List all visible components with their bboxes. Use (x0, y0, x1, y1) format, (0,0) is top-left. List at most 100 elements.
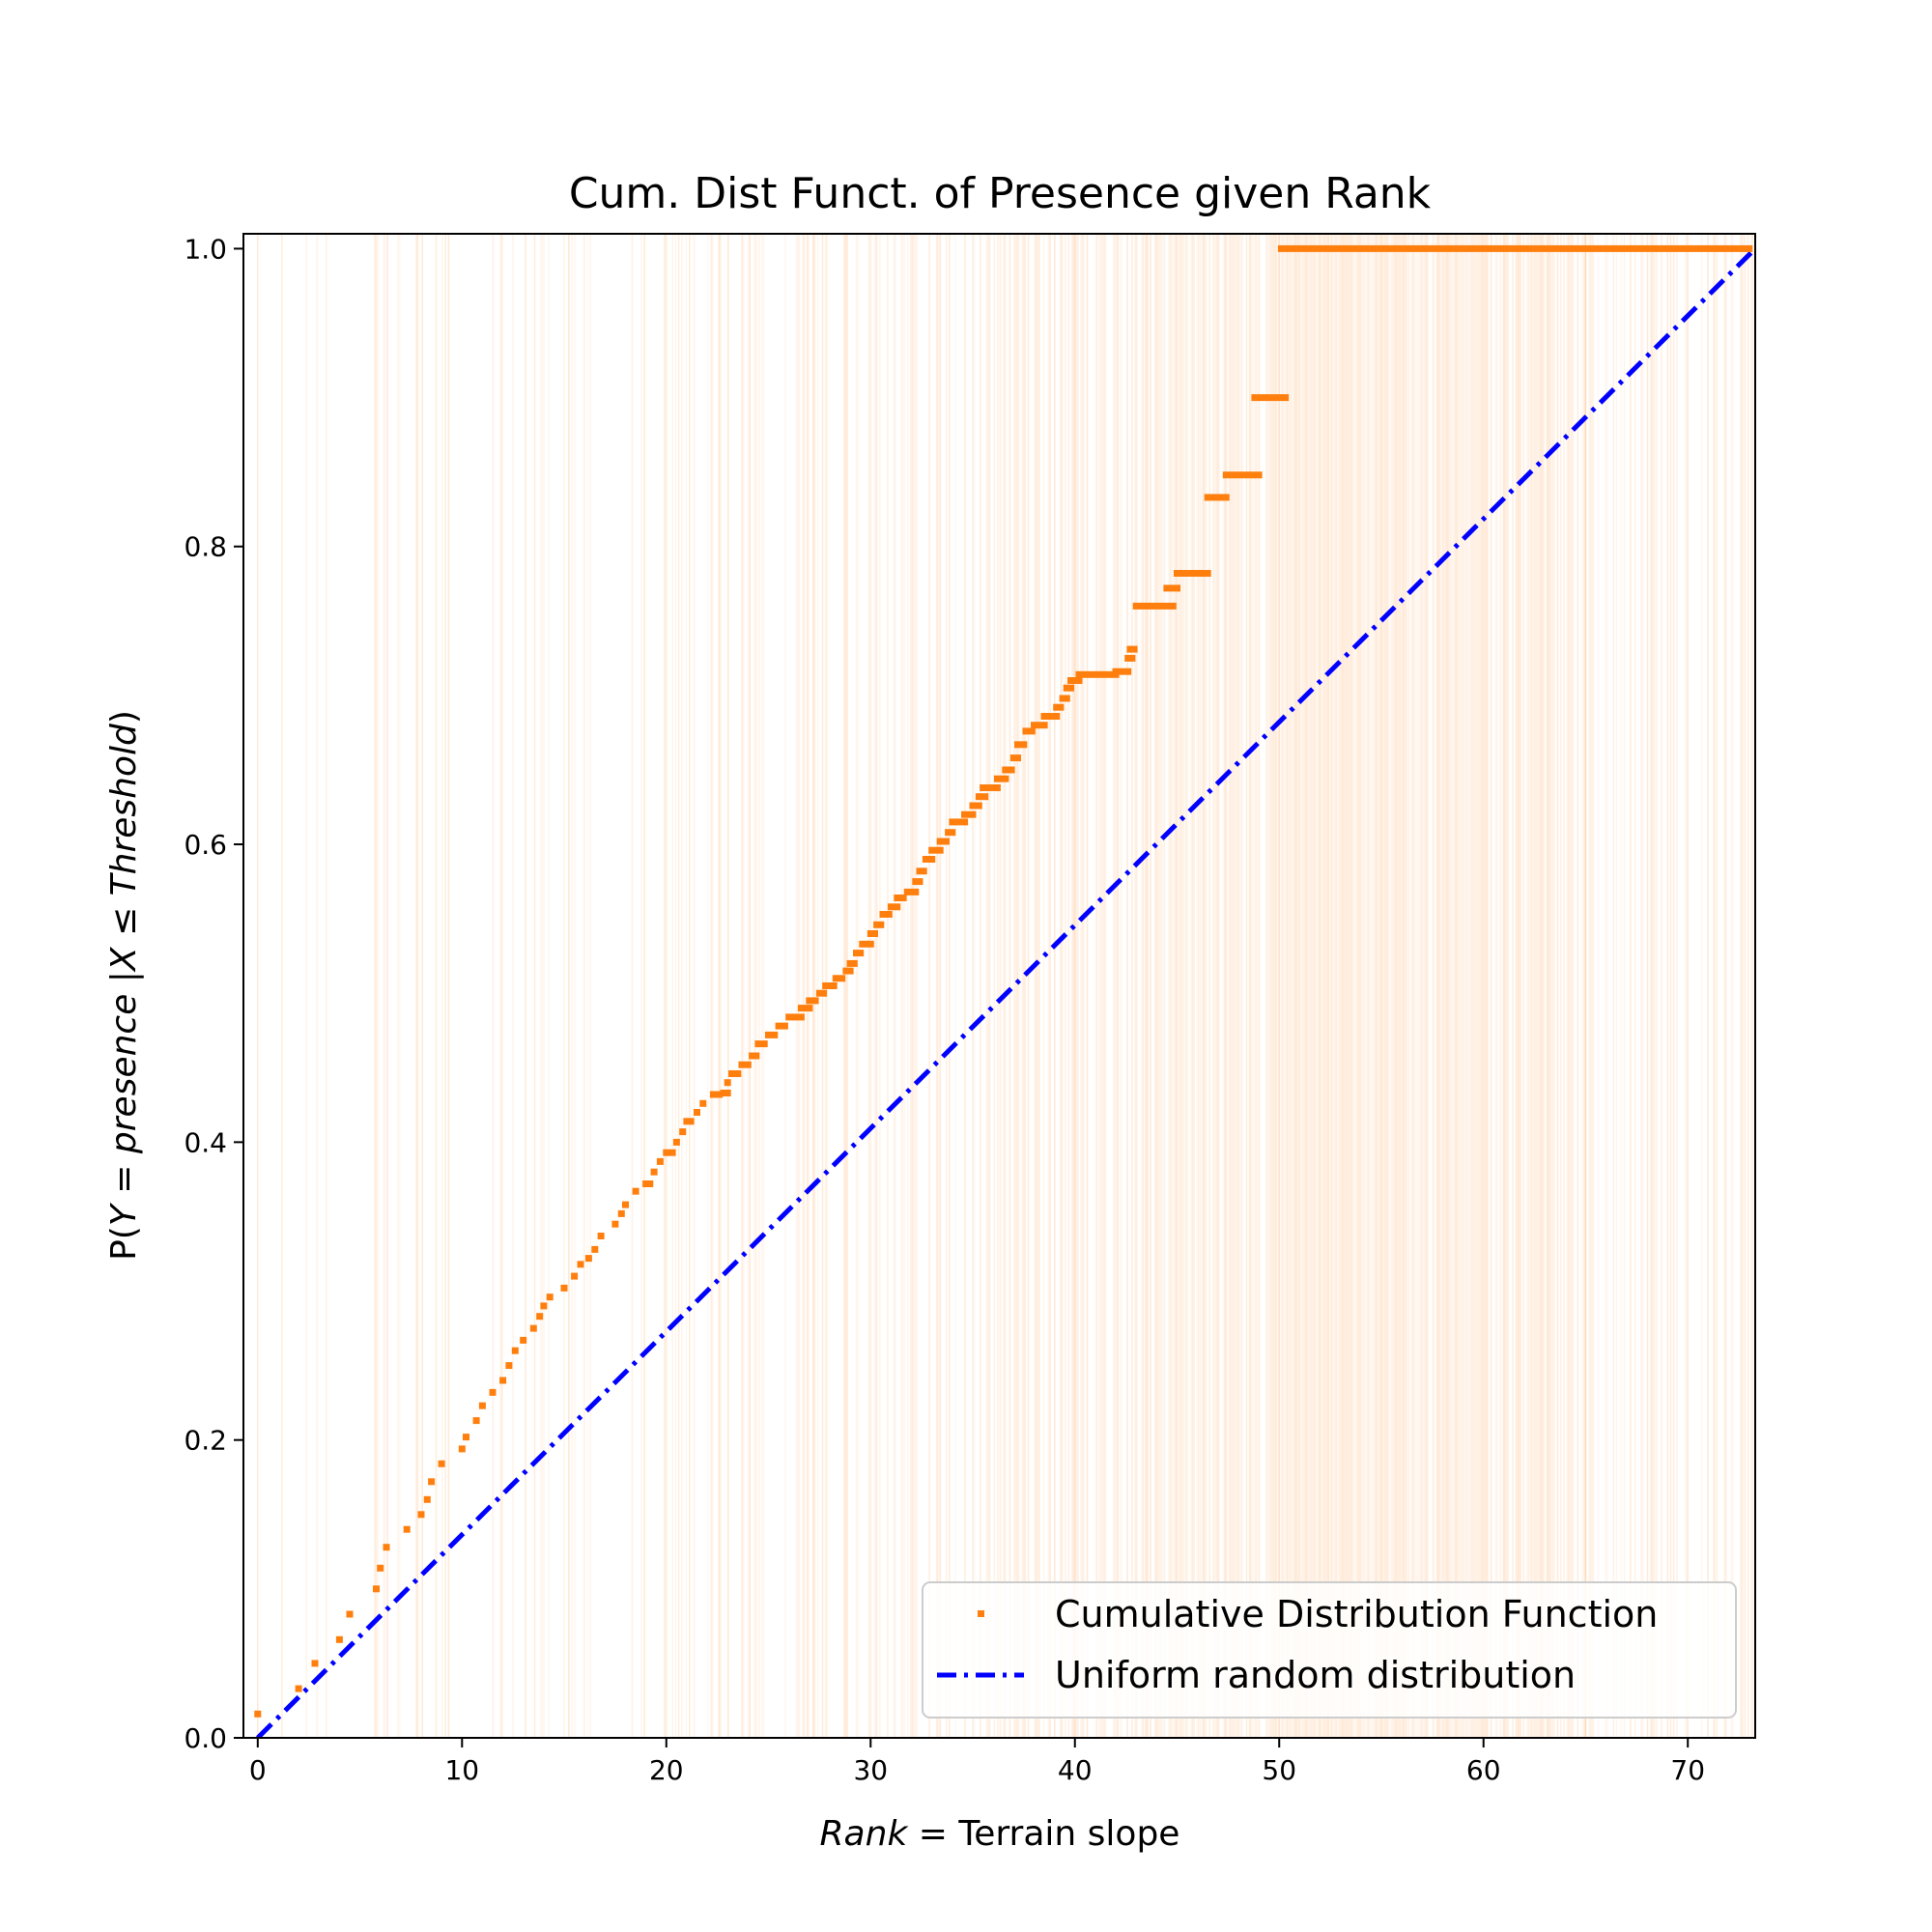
cdf-marker (463, 1434, 469, 1441)
cdf-marker (335, 1635, 343, 1643)
cdf-marker (873, 921, 885, 928)
cdf-marker (1251, 394, 1290, 402)
cdf-marker (887, 903, 901, 911)
cdf-marker (1174, 570, 1211, 577)
cdf-marker (511, 1347, 519, 1354)
cdf-marker (853, 950, 865, 957)
cdf-marker (650, 1168, 658, 1176)
y-axis-ticks: 0.0 0.2 0.4 0.6 0.8 1.0 (184, 233, 243, 1754)
cdf-marker (597, 1233, 605, 1239)
cdf-marker (458, 1445, 466, 1453)
cdf-marker (1009, 754, 1021, 762)
cdf-marker (975, 793, 989, 801)
cdf-marker (529, 1324, 537, 1332)
cdf-marker (912, 878, 923, 886)
x-tick-label: 0 (249, 1754, 267, 1786)
x-tick-label: 40 (1058, 1754, 1093, 1786)
cdf-marker (859, 940, 874, 948)
cdf-marker (295, 1685, 302, 1692)
cdf-marker (916, 867, 927, 875)
cdf-marker (694, 1109, 700, 1116)
cdf-marker (571, 1272, 579, 1280)
cdf-marker (980, 784, 1001, 791)
cdf-marker (546, 1293, 554, 1301)
x-tick-label: 30 (853, 1754, 888, 1786)
cdf-marker (642, 1180, 654, 1187)
x-tick-label: 70 (1670, 1754, 1705, 1786)
cdf-marker (842, 967, 854, 975)
cdf-marker (478, 1402, 486, 1409)
cdf-marker (656, 1157, 664, 1165)
cdf-marker (1002, 766, 1015, 774)
cdf-marker (617, 1209, 625, 1217)
cdf-marker (765, 1031, 779, 1038)
cdf-marker (1022, 727, 1036, 735)
legend-cdf-marker (978, 1610, 984, 1617)
cdf-marker (472, 1417, 480, 1425)
cdf-marker (489, 1388, 497, 1396)
y-tick-label: 1.0 (184, 233, 227, 265)
cdf-marker (377, 1564, 384, 1572)
cdf-marker (728, 1070, 742, 1077)
cdf-marker (1059, 695, 1070, 702)
cdf-markers (254, 244, 1753, 1718)
legend-box (922, 1581, 1737, 1719)
cdf-marker (806, 997, 819, 1005)
cdf-marker (679, 1128, 687, 1136)
cdf-marker (254, 1710, 262, 1718)
cdf-marker (505, 1362, 513, 1370)
cdf-marker (815, 989, 828, 997)
x-tick-label: 10 (444, 1754, 479, 1786)
legend-label-uniform: Uniform random distribution (1055, 1654, 1576, 1696)
cdf-marker (622, 1201, 629, 1208)
cdf-marker (832, 975, 846, 982)
cdf-marker (785, 1013, 805, 1021)
cdf-marker (894, 895, 907, 901)
cdf-marker (1075, 670, 1120, 678)
uniform-distribution-path (256, 246, 1755, 1738)
x-axis-title-rest: = Terrain slope (907, 1814, 1179, 1854)
y-axis-title-suffix: ) (104, 710, 144, 724)
cdf-marker (540, 1302, 548, 1310)
chart-title: Cum. Dist Funct. of Presence given Rank (569, 169, 1432, 218)
y-tick-label: 0.0 (184, 1722, 227, 1754)
cdf-marker (663, 1149, 676, 1156)
cdf-marker (709, 1091, 724, 1098)
cdf-marker (949, 818, 969, 826)
y-axis-title: P(Y = presence |X ≤ Threshold) (104, 710, 144, 1261)
cdf-marker (867, 930, 878, 937)
cdf-marker (584, 1255, 592, 1263)
cdf-marker (749, 1052, 760, 1060)
cdf-marker (1124, 654, 1136, 662)
cdf-marker (822, 982, 838, 989)
legend-label-cdf: Cumulative Distribution Function (1055, 1593, 1658, 1635)
cdf-marker (1063, 684, 1074, 692)
cdf-marker (591, 1245, 599, 1253)
cdf-marker (1040, 713, 1061, 720)
presence-density-bands (256, 234, 1754, 1738)
legend: Cumulative Distribution Function Uniform… (922, 1581, 1737, 1719)
x-tick-label: 20 (649, 1754, 684, 1786)
x-axis-ticks: 0 10 20 30 40 50 60 70 (249, 1738, 1705, 1786)
cdf-marker (720, 1090, 731, 1096)
cdf-marker (560, 1284, 568, 1292)
cdf-marker (1031, 722, 1048, 729)
plot-frame (242, 233, 1756, 1739)
cdf-marker (969, 802, 982, 810)
x-tick-label: 60 (1466, 1754, 1501, 1786)
cdf-marker (346, 1610, 354, 1618)
cdf-marker (536, 1313, 544, 1321)
y-axis-title-italic: Y = presence |X ≤ Threshold (104, 723, 144, 1226)
cdf-marker (738, 1061, 752, 1068)
cdf-marker (520, 1336, 527, 1344)
uniform-distribution-line (256, 246, 1755, 1738)
cdf-marker (383, 1544, 390, 1551)
cdf-marker (928, 846, 944, 854)
cdf-marker (417, 1511, 425, 1519)
cdf-marker (577, 1261, 584, 1268)
x-tick-label: 50 (1262, 1754, 1296, 1786)
cdf-marker (403, 1525, 411, 1533)
cdf-marker (1053, 703, 1065, 711)
cdf-marker (438, 1460, 445, 1467)
